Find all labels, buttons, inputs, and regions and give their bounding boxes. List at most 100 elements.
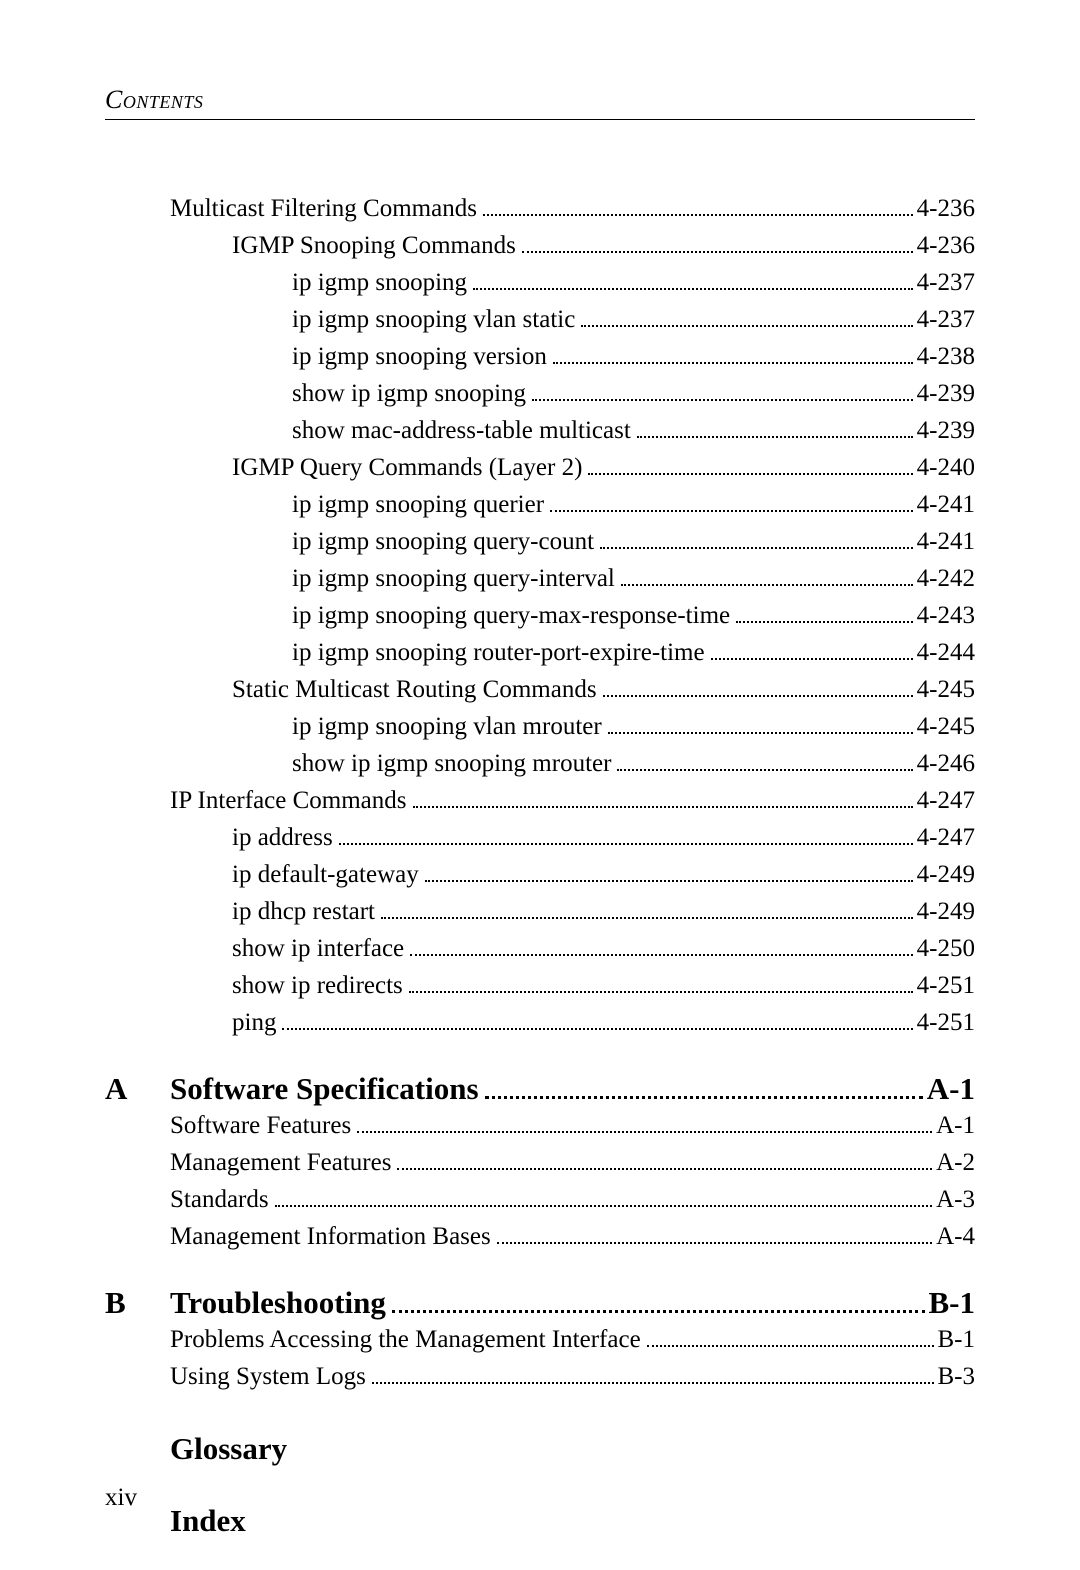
- toc-leader-dots: [357, 1131, 932, 1133]
- toc-entry-title: IGMP Snooping Commands: [232, 227, 516, 264]
- toc-entry-title: ip igmp snooping vlan static: [292, 301, 575, 338]
- toc-leader-dots: [621, 584, 913, 586]
- toc-leader-dots: [485, 1096, 923, 1099]
- toc-entry: ip igmp snooping router-port-expire-time…: [105, 634, 975, 671]
- toc-leader-dots: [339, 843, 913, 845]
- toc-entry-title: Using System Logs: [170, 1358, 366, 1395]
- toc-leader-dots: [397, 1168, 932, 1170]
- toc-leader-dots: [275, 1205, 933, 1207]
- toc-entry-title: ip default-gateway: [232, 856, 419, 893]
- toc-entry-page: 4-241: [917, 486, 975, 523]
- toc-entry: ip dhcp restart 4-249: [105, 893, 975, 930]
- toc-leader-dots: [608, 732, 913, 734]
- toc-entry: show ip igmp snooping mrouter4-246: [105, 745, 975, 782]
- toc-entry-title: ip igmp snooping: [292, 264, 467, 301]
- toc-entry-title: ip igmp snooping version: [292, 338, 547, 375]
- page-header: Contents: [105, 85, 975, 115]
- toc-entry-title: ip igmp snooping query-count: [292, 523, 594, 560]
- toc-entry: Multicast Filtering Commands4-236: [105, 190, 975, 227]
- toc-entry-page: A-1: [936, 1107, 975, 1144]
- appendix-heading: BTroubleshootingB-1: [105, 1285, 975, 1321]
- appendix-page: B-1: [929, 1285, 976, 1321]
- toc-entry-page: 4-244: [917, 634, 975, 671]
- toc-leader-dots: [483, 214, 913, 216]
- toc-leader-dots: [497, 1242, 932, 1244]
- toc-entry: IGMP Snooping Commands 4-236: [105, 227, 975, 264]
- toc-entry: ip igmp snooping version 4-238: [105, 338, 975, 375]
- toc-entry-page: 4-251: [917, 1004, 975, 1041]
- appendix-title-row: TroubleshootingB-1: [170, 1285, 975, 1321]
- toc-entry-title: IGMP Query Commands (Layer 2): [232, 449, 582, 486]
- toc-entry: IP Interface Commands4-247: [105, 782, 975, 819]
- toc-entry: IGMP Query Commands (Layer 2) 4-240: [105, 449, 975, 486]
- toc-leader-dots: [637, 436, 913, 438]
- toc-entry-page: A-4: [936, 1218, 975, 1255]
- toc-entry: ip igmp snooping vlan static4-237: [105, 301, 975, 338]
- toc-leader-dots: [381, 917, 913, 919]
- toc-entry-page: B-1: [938, 1321, 976, 1358]
- appendix-letter: A: [105, 1071, 170, 1107]
- toc-entry: show ip interface4-250: [105, 930, 975, 967]
- toc-entry: Management Features A-2: [105, 1144, 975, 1181]
- toc-entry-page: A-2: [936, 1144, 975, 1181]
- toc-entry: ip address 4-247: [105, 819, 975, 856]
- toc-entry-title: show ip igmp snooping mrouter: [292, 745, 611, 782]
- toc-entry-title: Management Information Bases: [170, 1218, 491, 1255]
- toc-entry-title: show mac-address-table multicast: [292, 412, 631, 449]
- toc-entry-page: 4-242: [917, 560, 975, 597]
- toc-leader-dots: [532, 399, 913, 401]
- toc-entry-page: 4-240: [917, 449, 975, 486]
- toc-leader-dots: [473, 288, 913, 290]
- toc-entry-page: 4-238: [917, 338, 975, 375]
- toc-entry: Using System LogsB-3: [105, 1358, 975, 1395]
- toc-entry-page: 4-247: [917, 819, 975, 856]
- appendix-title-row: Software SpecificationsA-1: [170, 1071, 975, 1107]
- standalone-heading: Glossary: [105, 1431, 975, 1467]
- toc-entry-title: ping: [232, 1004, 276, 1041]
- toc-leader-dots: [409, 991, 913, 993]
- page-number: xiv: [105, 1484, 137, 1512]
- toc-entry: Problems Accessing the Management Interf…: [105, 1321, 975, 1358]
- toc-entry-page: 4-251: [917, 967, 975, 1004]
- toc-entry: ip igmp snooping 4-237: [105, 264, 975, 301]
- toc-entry: show mac-address-table multicast 4-239: [105, 412, 975, 449]
- toc-entry-page: 4-239: [917, 375, 975, 412]
- header-rule: [105, 119, 975, 120]
- toc-entry-title: Problems Accessing the Management Interf…: [170, 1321, 641, 1358]
- toc-leader-dots: [553, 362, 913, 364]
- toc-entry-title: Static Multicast Routing Commands: [232, 671, 597, 708]
- toc-entry: ip igmp snooping query-interval 4-242: [105, 560, 975, 597]
- toc-entry-title: ip igmp snooping query-interval: [292, 560, 615, 597]
- toc-entry-page: 4-236: [917, 227, 975, 264]
- appendix-letter: B: [105, 1285, 170, 1321]
- appendix-heading: ASoftware SpecificationsA-1: [105, 1071, 975, 1107]
- toc-entry-title: Management Features: [170, 1144, 391, 1181]
- toc-entry: ip igmp snooping query-count 4-241: [105, 523, 975, 560]
- toc-entry: ip igmp snooping querier4-241: [105, 486, 975, 523]
- toc-entry: Software FeaturesA-1: [105, 1107, 975, 1144]
- toc-entry-title: ip dhcp restart: [232, 893, 375, 930]
- toc-leader-dots: [603, 695, 913, 697]
- toc-leader-dots: [588, 473, 912, 475]
- toc-entry-title: IP Interface Commands: [170, 782, 407, 819]
- toc-entry-page: 4-239: [917, 412, 975, 449]
- toc-entry-title: show ip redirects: [232, 967, 403, 1004]
- toc-leader-dots: [413, 806, 913, 808]
- toc-entry-title: Multicast Filtering Commands: [170, 190, 477, 227]
- toc-leader-dots: [372, 1382, 934, 1384]
- toc-entry: Static Multicast Routing Commands4-245: [105, 671, 975, 708]
- toc-entry-page: 4-249: [917, 893, 975, 930]
- toc-entry-title: show ip igmp snooping: [292, 375, 526, 412]
- toc-entry: Management Information Bases A-4: [105, 1218, 975, 1255]
- toc-entry-title: ip address: [232, 819, 333, 856]
- toc-entry-page: 4-249: [917, 856, 975, 893]
- toc-leader-dots: [410, 954, 913, 956]
- toc-entry: ip igmp snooping query-max-response-time…: [105, 597, 975, 634]
- toc-entry: ip default-gateway 4-249: [105, 856, 975, 893]
- toc-leader-dots: [522, 251, 913, 253]
- appendix-page: A-1: [927, 1071, 975, 1107]
- toc-entry-title: ip igmp snooping query-max-response-time: [292, 597, 730, 634]
- toc-entry-page: 4-237: [917, 264, 975, 301]
- toc-body: Multicast Filtering Commands4-236IGMP Sn…: [105, 190, 975, 1539]
- toc-entry-page: 4-241: [917, 523, 975, 560]
